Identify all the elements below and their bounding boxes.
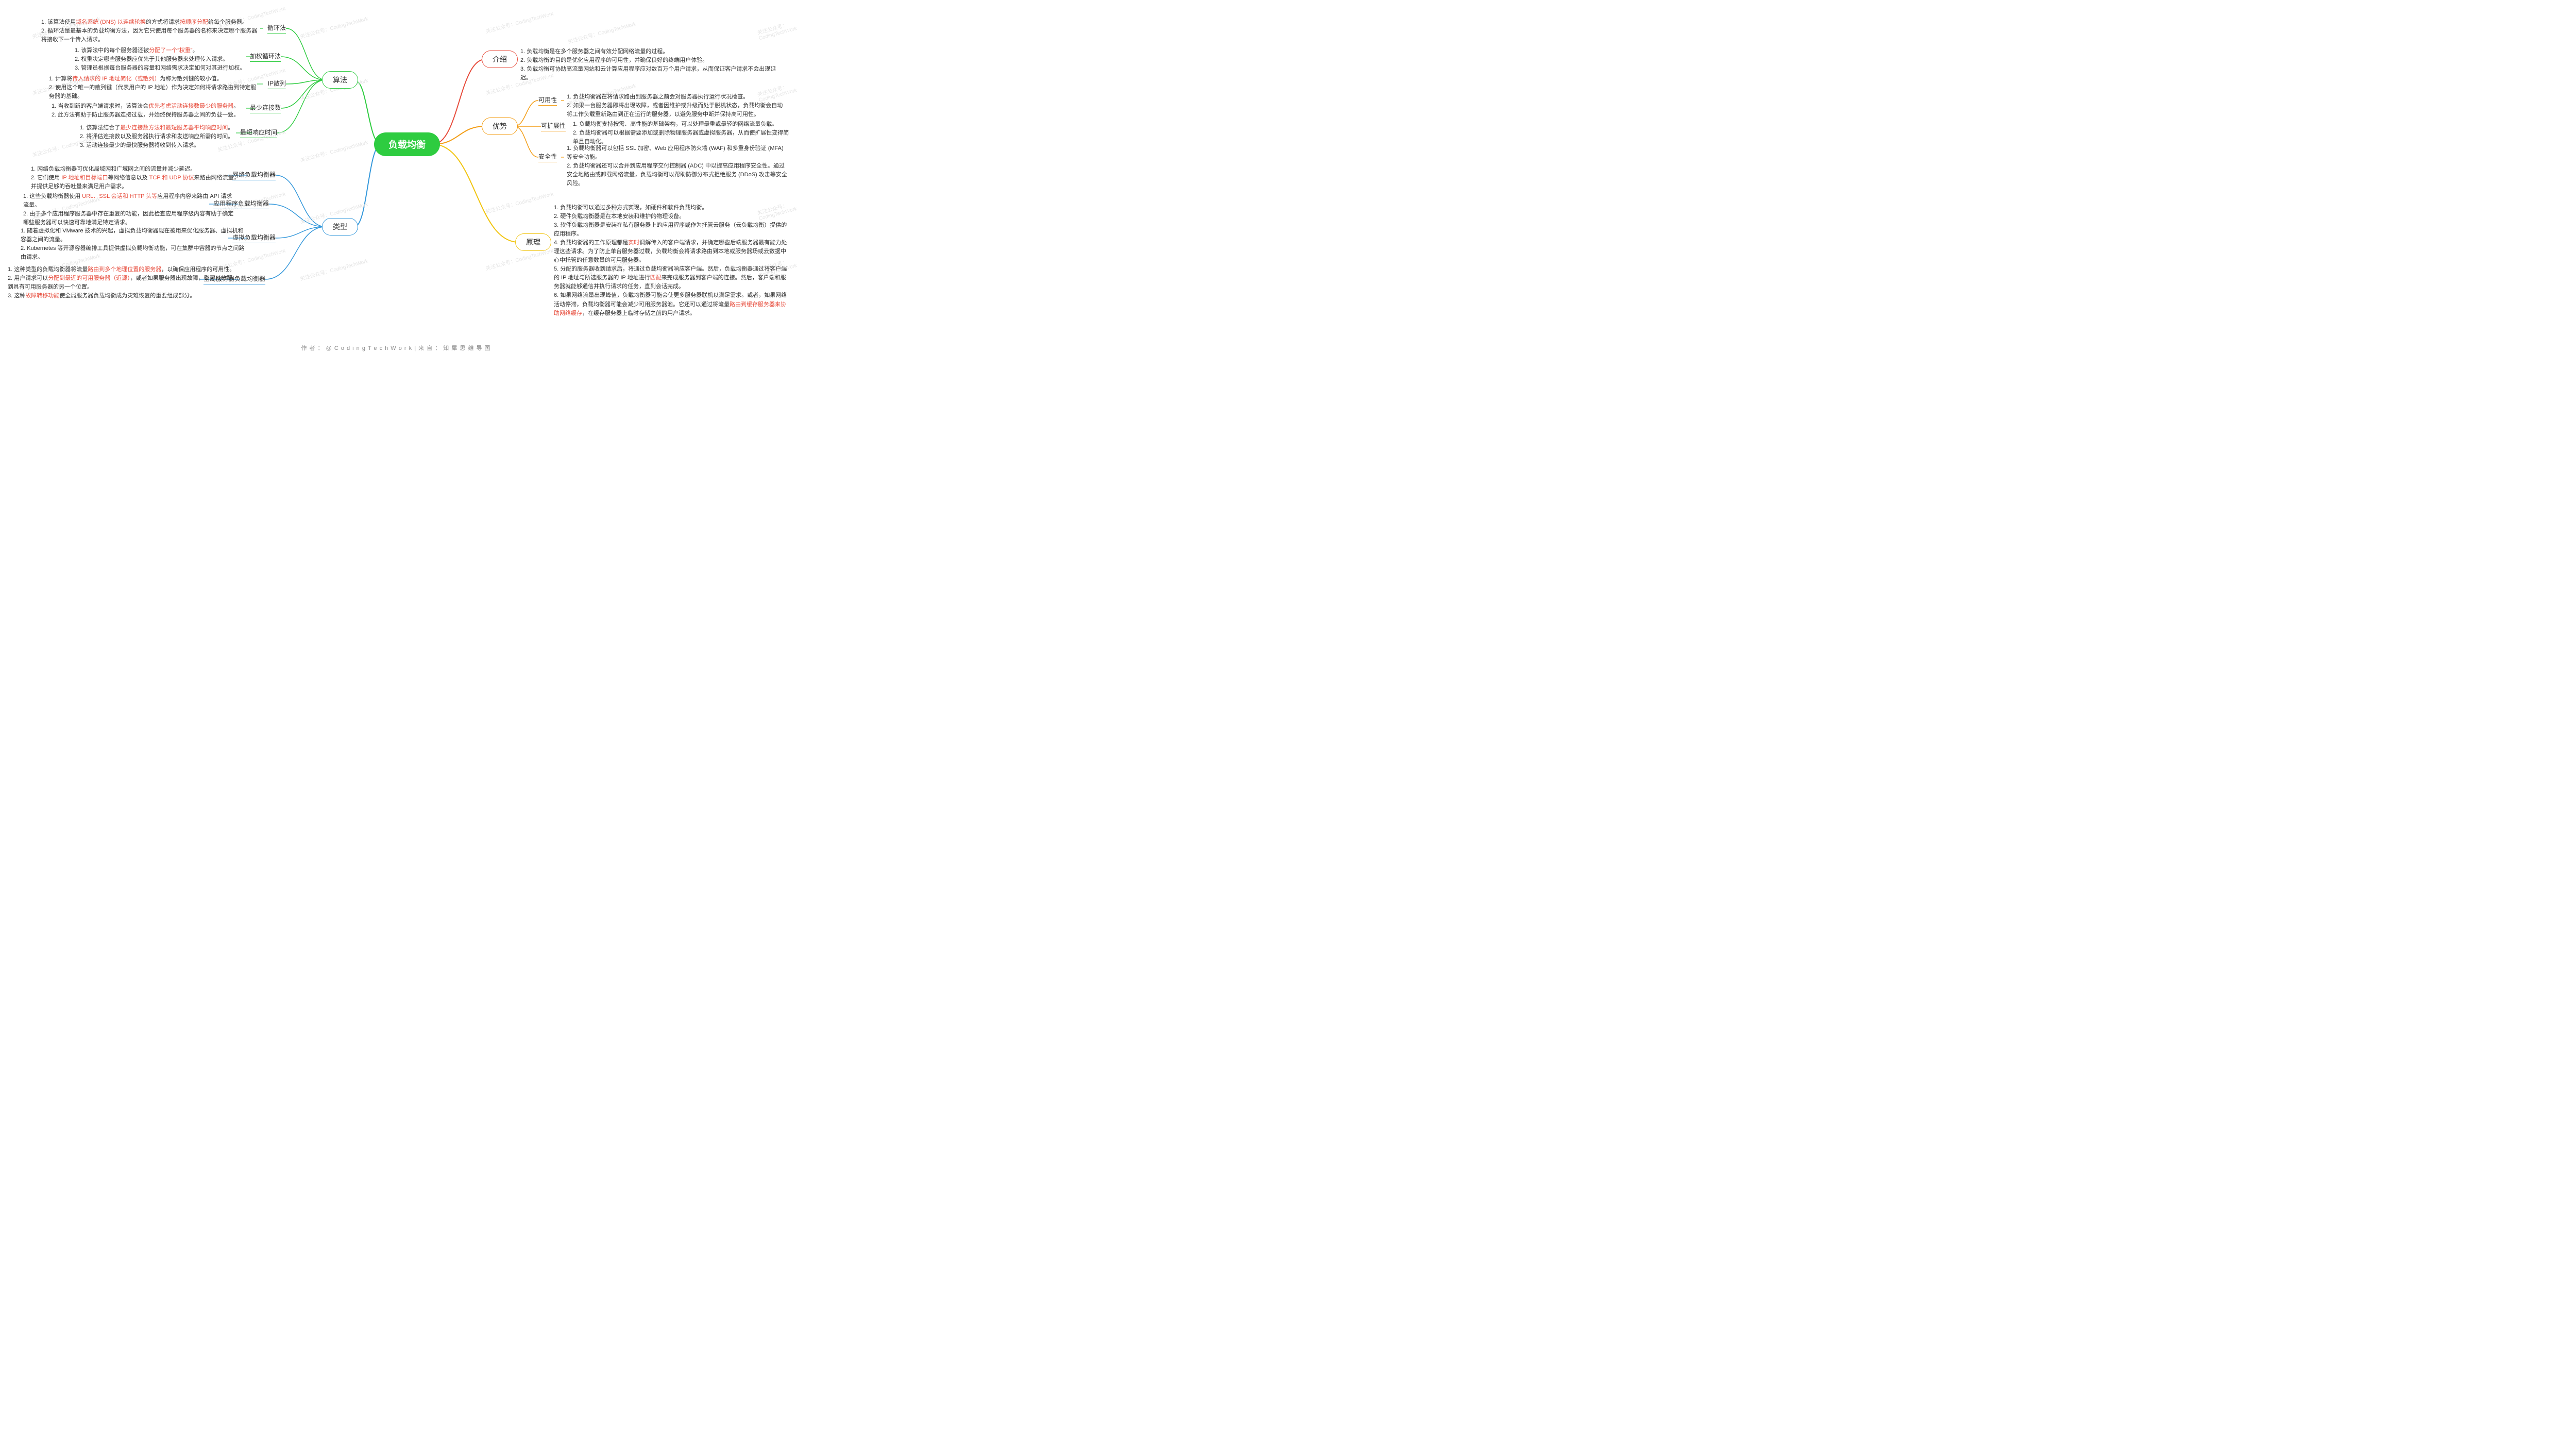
footer-credit: 作 者 ： @ C o d i n g T e c h W o r k | 来 … (0, 344, 792, 352)
detail-leastresp: 1. 该算法结合了最少连接数方法和最短服务器平均响应时间。2. 将评估连接数以及… (80, 124, 250, 150)
sub-wrr: 加权循环法 (250, 52, 281, 62)
detail-principle: 1. 负载均衡可以通过多种方式实现，如硬件和软件负载均衡。2. 硬件负载均衡器是… (554, 204, 788, 318)
detail-wrr: 1. 该算法中的每个服务器还被分配了一个“权重”。2. 权重决定哪些服务器应优先… (75, 46, 250, 73)
sub-leastconn: 最少连接数 (250, 103, 281, 113)
detail-gslb: 1. 这种类型的负载均衡器将流量路由到多个地理位置的服务器，以确保应用程序的可用… (8, 265, 237, 300)
detail-virtlb: 1. 随着虚拟化和 VMware 技术的兴起，虚拟负载均衡器现在被用来优化服务器… (21, 227, 245, 262)
detail-availability: 1. 负载均衡器在将请求路由到服务器之前会对服务器执行运行状况检查。2. 如果一… (567, 93, 788, 119)
branch-algo: 算法 (322, 71, 358, 89)
sub-security: 安全性 (538, 152, 557, 162)
detail-iphash: 1. 计算将传入请求的 IP 地址简化（或散列）为称为散列键的较小值。2. 使用… (49, 75, 260, 101)
branch-type: 类型 (322, 218, 358, 236)
watermark: 关注公众号：CodingTechWork (299, 138, 368, 164)
root-node: 负载均衡 (374, 132, 440, 156)
watermark: 关注公众号：CodingTechWork (299, 257, 368, 282)
watermark: 关注公众号：CodingTechWork (299, 14, 368, 40)
mindmap-canvas: 关注公众号：CodingTechWork 关注公众号：CodingTechWork… (0, 0, 792, 357)
watermark: 关注公众号：CodingTechWork (756, 19, 798, 42)
sub-availability: 可用性 (538, 95, 557, 106)
watermark: 关注公众号：CodingTechWork (484, 9, 554, 35)
watermark: 关注公众号：CodingTechWork (567, 20, 636, 45)
branch-intro: 介绍 (482, 51, 518, 68)
detail-netlb: 1. 网络负载均衡器可优化局域网和广域网之间的流量并减少延迟。2. 它们使用 I… (31, 165, 245, 191)
detail-applb: 1. 这些负载均衡器使用 URL、SSL 会话和 HTTP 头等应用程序内容来路… (23, 192, 237, 227)
sub-rr: 循环法 (267, 23, 286, 33)
detail-leastconn: 1. 当收到新的客户端请求时，该算法会优先考虑活动连接数最少的服务器。2. 此方… (52, 102, 252, 120)
detail-rr: 1. 该算法使用域名系统 (DNS) 以连续轮换的方式将请求按顺序分配给每个服务… (41, 18, 258, 44)
detail-intro: 1. 负载均衡是在多个服务器之间有效分配网络流量的过程。2. 负载均衡的目的是优… (520, 47, 778, 82)
watermark: 关注公众号：CodingTechWork (484, 190, 554, 215)
sub-scalability: 可扩展性 (541, 121, 566, 131)
detail-scalability: 1. 负载均衡支持按需、高性能的基础架构，可以处理最重或最轻的网络流量负载。2.… (573, 120, 789, 146)
branch-principle: 原理 (515, 233, 551, 251)
sub-iphash: IP散列 (268, 79, 286, 89)
detail-security: 1. 负载均衡器可以包括 SSL 加密、Web 应用程序防火墙 (WAF) 和多… (567, 144, 788, 188)
branch-advantage: 优势 (482, 117, 518, 135)
